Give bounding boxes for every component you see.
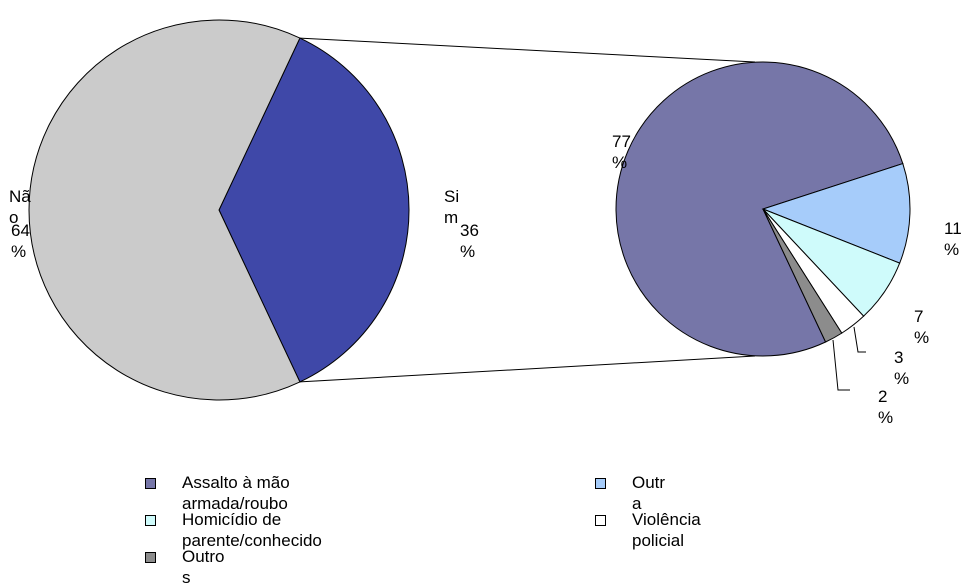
slice-pct-assalto: 77 % (612, 132, 631, 172)
slice-label-nao: Nã o (9, 187, 31, 227)
leader-line-outros (832, 339, 850, 391)
leader-lines (832, 326, 866, 391)
legend-item-homicidio: Homicídio de parente/conhecido (145, 509, 352, 551)
legend-item-assalto: Assalto à mão armada/roubo (145, 472, 352, 514)
slice-pct-violencia: 3 % (894, 348, 910, 388)
pie-slice-nao (28, 19, 301, 401)
pie-connector-lines (299, 37, 756, 383)
legend-swatch (145, 515, 156, 526)
secondary-pie (615, 61, 911, 357)
slice-pct-homicidio: 7 % (914, 307, 930, 347)
legend-label: Outro s (182, 547, 225, 587)
leader-line-violencia (853, 326, 866, 353)
legend-swatch (595, 515, 606, 526)
legend-item-violencia: Violência policial (595, 509, 802, 551)
connector-line-top (299, 37, 756, 63)
pie-slice-outra (761, 162, 911, 264)
legend-label: Outr a (632, 473, 666, 513)
slice-pct-outra: 11 % (944, 219, 962, 259)
slice-pct-outros: 2 % (878, 387, 894, 427)
slice-pct-nao: 64 % (11, 221, 30, 261)
legend-label: Homicídio de parente/conhecido (182, 510, 322, 550)
legend-label: Violência policial (632, 510, 701, 550)
pie-slice-assalto-a-mao-armada-roubo (615, 61, 904, 357)
legend-item-outra: Outr a (595, 472, 802, 514)
legend-swatch (595, 478, 606, 489)
pie-slice-outros (762, 208, 843, 343)
slice-pct-sim: 36 % (460, 221, 479, 261)
legend-item-outros: Outro s (145, 546, 352, 588)
connector-line-bottom (299, 355, 756, 383)
slice-label-sim: Si m (444, 187, 460, 227)
pie-slice-sim (218, 37, 410, 383)
legend-label: Assalto à mão armada/roubo (182, 473, 290, 513)
legend-swatch (145, 478, 156, 489)
legend-swatch (145, 552, 156, 563)
main-pie (28, 19, 410, 401)
